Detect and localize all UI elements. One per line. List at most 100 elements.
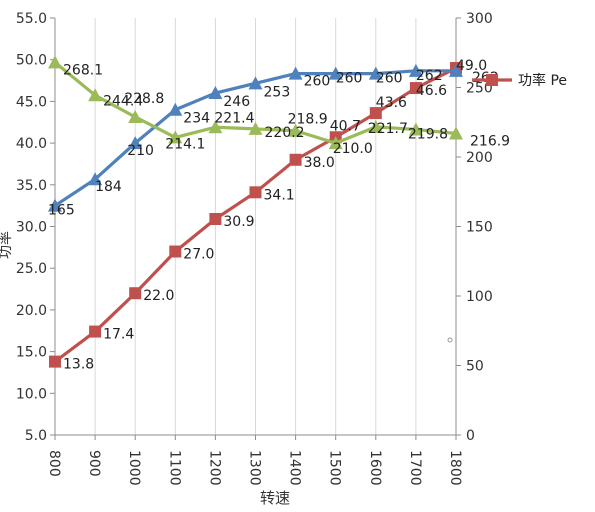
x-tick-label: 1400 (287, 450, 303, 486)
data-point-triangle (288, 66, 303, 80)
data-point-triangle (88, 88, 103, 102)
data-label: 219.8 (408, 126, 448, 142)
stray-circle-icon (447, 337, 453, 343)
data-point-triangle (328, 66, 343, 80)
data-label: 221.4 (214, 110, 254, 126)
data-point-triangle (368, 66, 383, 80)
x-tick-label: 1100 (166, 450, 182, 486)
data-label: 210.0 (333, 141, 373, 157)
series-2 (48, 63, 463, 212)
plot-area (48, 55, 463, 368)
data-point-triangle (48, 55, 62, 69)
y2-tick-label: 100 (466, 289, 493, 305)
y-tick-label: 55.0 (16, 11, 47, 27)
data-label: 165 (48, 203, 75, 219)
data-label: 260 (376, 71, 403, 87)
x-tick-label: 1700 (407, 450, 423, 486)
data-point-triangle (449, 63, 463, 77)
data-point-triangle (128, 109, 143, 123)
data-label: 210 (127, 143, 154, 159)
data-label: 40.7 (330, 118, 361, 134)
data-point-triangle (48, 198, 62, 212)
y-tick-label: 10.0 (16, 386, 47, 402)
data-point-square (129, 287, 142, 300)
data-point-triangle (248, 121, 263, 135)
x-tick-label: 1800 (447, 450, 463, 486)
data-point-triangle (328, 136, 343, 150)
x-tick-label: 1000 (126, 450, 142, 486)
y-tick-label: 20.0 (16, 303, 47, 319)
data-label: 214.1 (165, 136, 205, 152)
x-tick-label: 900 (86, 450, 102, 477)
data-labels: 13.8 17.4 22.0 27.0 30.9 34.1 38.0 40.7 43.6 46.6… (48, 58, 510, 373)
data-label: 253 (264, 84, 291, 100)
y-tick-label: 5.0 (25, 428, 47, 444)
y2-tick-label: 150 (466, 220, 493, 236)
data-point-square (409, 82, 422, 95)
data-label: 221.7 (368, 121, 408, 137)
data-point-triangle (449, 126, 463, 140)
y2-tick-label: 0 (466, 428, 475, 444)
data-point-triangle (168, 130, 183, 144)
data-label: 38.0 (304, 155, 335, 171)
data-label: 244.4 (103, 93, 143, 109)
x-tick-label: 1200 (206, 450, 222, 486)
data-label: 43.6 (376, 95, 407, 111)
data-label: 268.1 (63, 62, 103, 78)
data-label: 234 (183, 111, 210, 127)
data-point-square (49, 355, 61, 368)
data-label: 34.1 (264, 187, 295, 203)
x-axis-title: 转速 (260, 489, 290, 507)
data-point-square (89, 325, 102, 338)
y-tick-label: 50.0 (16, 53, 47, 69)
data-label: 27.0 (183, 247, 214, 263)
x-tick-label: 800 (46, 450, 62, 477)
y2-tick-label: 50 (466, 359, 484, 375)
data-label: 49.0 (456, 58, 487, 74)
data-point-triangle (408, 63, 423, 77)
data-label: 228.8 (124, 91, 164, 107)
data-point-square (289, 153, 302, 166)
y-tick-label: 40.0 (16, 136, 47, 152)
data-label: 13.8 (63, 357, 94, 373)
series-1 (49, 62, 462, 368)
data-label: 22.0 (143, 288, 174, 304)
data-label: 246 (223, 94, 250, 110)
data-point-triangle (128, 136, 143, 150)
data-point-triangle (368, 119, 383, 133)
data-point-triangle (88, 172, 103, 186)
data-point-triangle (408, 122, 423, 136)
y-tick-label: 15.0 (16, 345, 47, 361)
legend-label: 功率 Pe (518, 72, 567, 89)
y2-tick-label: 200 (466, 150, 493, 166)
y-tick-label: 45.0 (16, 94, 47, 110)
y-tick-label: 30.0 (16, 220, 47, 236)
data-point-square (249, 186, 262, 199)
data-point-triangle (208, 120, 223, 134)
data-label: 220.2 (265, 125, 305, 141)
data-label: 216.9 (470, 134, 510, 150)
y-tick-label: 35.0 (16, 178, 47, 194)
data-point-square (209, 212, 222, 225)
data-label: 260 (336, 71, 363, 87)
data-label: 30.9 (223, 214, 254, 230)
series-3 (48, 55, 463, 150)
data-point-square (369, 107, 382, 120)
x-tick-label: 1600 (367, 450, 383, 486)
data-label: 184 (95, 179, 122, 195)
data-point-triangle (208, 86, 223, 100)
data-point-triangle (168, 102, 183, 116)
data-point-square (169, 245, 182, 258)
y2-tick-label: 300 (466, 11, 493, 27)
data-label: 46.6 (416, 83, 447, 99)
y-axis-title: 功率 (0, 231, 14, 259)
data-label: 218.9 (288, 112, 328, 128)
data-label: 260 (304, 74, 331, 90)
data-point-triangle (248, 76, 263, 90)
legend: 功率 Pe (447, 72, 567, 343)
x-tick-label: 1500 (327, 450, 343, 486)
legend-square-marker (486, 74, 498, 86)
x-tick-label: 1300 (247, 450, 263, 486)
data-point-triangle (288, 123, 303, 137)
